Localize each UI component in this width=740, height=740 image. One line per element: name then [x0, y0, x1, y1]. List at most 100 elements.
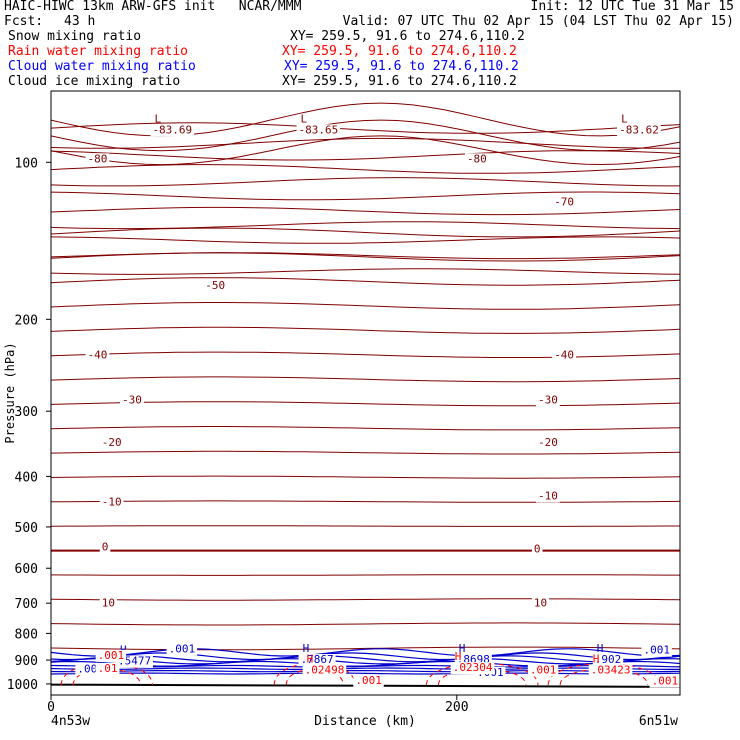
- temperature-label-bg: [535, 437, 560, 450]
- x-endpoint-left: 4n53w: [51, 714, 90, 729]
- temperature-isotherm: [50, 525, 680, 527]
- temperature-isotherm: [50, 150, 681, 161]
- y-tick-label: 500: [15, 521, 38, 536]
- temperature-isotherm: [50, 122, 681, 134]
- temperature-label: 10: [534, 596, 547, 609]
- x-tick-label: 0: [47, 700, 55, 715]
- rain-water-maximum-label-bg: [450, 662, 495, 675]
- x-axis-title: Distance (km): [314, 714, 416, 729]
- temperature-label: -10: [102, 496, 122, 509]
- rain-water-maximum-label-bg: [302, 664, 347, 677]
- forecast-label: Fcst:: [4, 14, 44, 29]
- temperature-label: -70: [554, 195, 574, 208]
- y-tick-label: 800: [15, 627, 38, 642]
- temperature-label: 0: [102, 541, 109, 554]
- temperature-isotherm: [50, 164, 681, 174]
- rain-water-label: .001: [652, 675, 679, 688]
- temperature-minimum-label-marker: L: [301, 112, 308, 125]
- temperature-label-bg: [535, 394, 560, 407]
- y-tick-label: 100: [15, 156, 38, 171]
- cloud-water-contour: [50, 652, 681, 661]
- temperature-label: -20: [102, 436, 122, 449]
- cloud-water-maximum-label-marker: H: [459, 642, 466, 655]
- cloud-water-contour: [50, 667, 680, 670]
- temperature-minimum-label-bg: [617, 124, 661, 137]
- temperature-isotherm: [50, 137, 681, 149]
- temperature-label-bg: [552, 196, 576, 209]
- legend-rain-xy: XY= 259.5, 91.6 to 274.6,110.2: [282, 44, 517, 59]
- cloud-water-contour: [50, 664, 681, 668]
- temperature-isotherm: [50, 646, 681, 651]
- temperature-isotherm: [50, 177, 680, 187]
- valid-time: Valid: 07 UTC Thu 02 Apr 15 (04 LST Thu …: [342, 14, 734, 29]
- cloud-water-contour: [50, 658, 681, 665]
- temperature-label-bg: [203, 280, 228, 293]
- rain-water-maximum-label-marker: H: [593, 653, 600, 666]
- temperature-label-bg: [120, 394, 144, 407]
- cloud-water-contour: [50, 672, 681, 675]
- temperature-label-bg: [531, 597, 550, 610]
- rain-water-maximum-label-marker: H: [455, 650, 462, 663]
- temperature-isotherm: [50, 268, 681, 275]
- temperature-minimum-label-marker: L: [621, 112, 628, 125]
- temperature-minimum-label-bg: [296, 124, 341, 137]
- rain-water-contour: [273, 662, 356, 686]
- temperature-minimum-label: -83.65: [299, 123, 339, 136]
- temperature-label: -30: [122, 394, 142, 407]
- rain-water-maximum-label-bg: [588, 664, 633, 677]
- plot-frame: [50, 90, 681, 696]
- rain-water-label: .001: [530, 664, 557, 677]
- temperature-label-bg: [85, 153, 110, 166]
- temperature-label: 0: [534, 543, 541, 556]
- temperature-isotherm: [50, 135, 681, 166]
- temperature-label-bg: [85, 349, 110, 362]
- rain-water-label: .01: [98, 662, 118, 675]
- init-time: Init: 12 UTC Tue 31 Mar 15: [530, 0, 735, 14]
- temperature-label-bg: [535, 490, 560, 503]
- y-tick-label: 300: [15, 405, 38, 420]
- rain-water-label-bg: [95, 662, 120, 675]
- legend-snow-label: Snow mixing ratio: [8, 29, 142, 44]
- temperature-label-bg: [99, 597, 117, 610]
- temperature-isotherm: [50, 227, 681, 238]
- cloud-water-label: .001: [643, 644, 670, 657]
- temperature-contours: [50, 102, 681, 688]
- temperature-label: -50: [205, 279, 225, 292]
- temperature-isotherm: [50, 236, 681, 244]
- temperature-minimum-label: -83.62: [619, 123, 659, 136]
- rain-water-maximum-label: .02304: [453, 661, 493, 674]
- temperature-isotherm: [50, 326, 681, 334]
- rain-water-maximum-label-marker: H: [307, 653, 314, 666]
- temperature-isotherm: [50, 500, 681, 503]
- legend-cloud-xy: XY= 259.5, 91.6 to 274.6,110.2: [284, 59, 519, 74]
- y-tick-label: 400: [15, 470, 38, 485]
- temperature-isotherm: [50, 277, 681, 286]
- rain-water-label-bg: [95, 649, 127, 662]
- rain-water-contour: [285, 668, 344, 686]
- rain-water-label-bg: [649, 675, 680, 688]
- forecast-hour: 43 h: [64, 14, 96, 29]
- y-tick-label: 700: [15, 597, 38, 612]
- rain-water-label-bg: [527, 664, 559, 677]
- temperature-isotherm: [50, 450, 681, 455]
- temperature-isotherm: [50, 302, 681, 310]
- temperature-isotherm: [50, 426, 681, 431]
- legend-snow-xy: XY= 259.5, 91.6 to 274.6,110.2: [290, 29, 525, 44]
- rain-water-maximum-label: .03423: [591, 664, 631, 677]
- temperature-label: -40: [554, 349, 574, 362]
- rain-water-maximum-label: .02498: [305, 664, 345, 677]
- cloud-water-contours: [50, 648, 681, 675]
- x-endpoint-right: 6n51w: [639, 714, 678, 729]
- cloud-water-maximum-label: .5477: [118, 655, 151, 668]
- y-axis-title: Pressure (hPa): [3, 342, 17, 443]
- y-tick-label: 900: [15, 654, 38, 669]
- cloud-water-contour: [50, 670, 681, 673]
- temperature-label: -80: [88, 152, 108, 165]
- temperature-label-bg: [99, 496, 124, 509]
- plot-title: HAIC-HIWC 13km ARW-GFS init NCAR/MMM: [4, 0, 302, 14]
- temperature-label-bg: [464, 153, 489, 166]
- temperature-label-bg: [99, 541, 111, 554]
- x-tick-label: 200: [445, 700, 468, 715]
